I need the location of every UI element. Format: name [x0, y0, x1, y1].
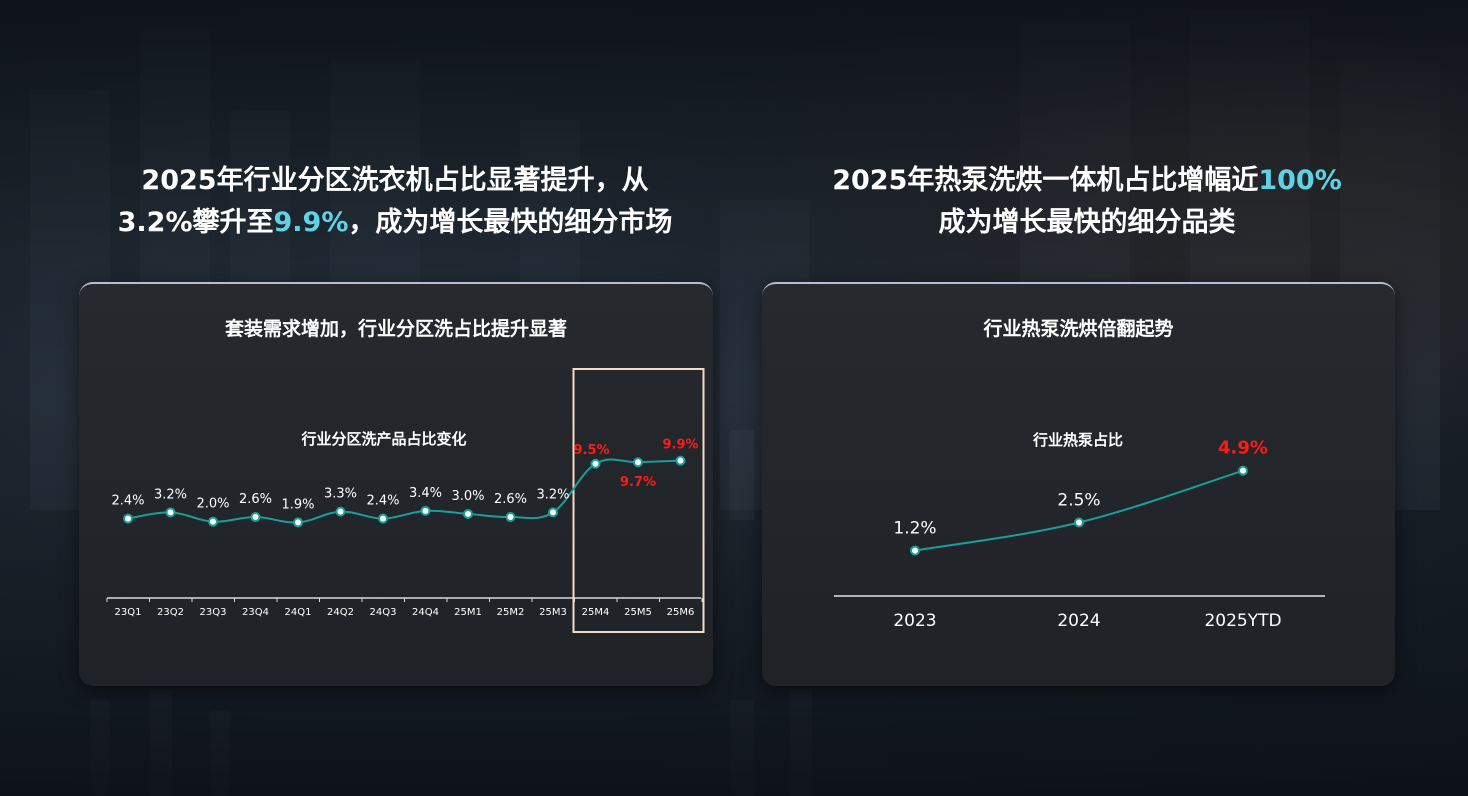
heat-pump-share-chart: 行业热泵占比 1.2% 2023 2.5% 2024 4.9% 2025YTD [834, 431, 1325, 631]
data-point [463, 508, 473, 519]
data-point [208, 516, 218, 527]
right-card-title: 行业热泵洗烘倍翻起势 [983, 318, 1174, 340]
data-label: 3.0% [451, 489, 484, 504]
x-tick-label: 23Q1 [115, 607, 142, 618]
x-tick-label: 23Q3 [200, 607, 227, 618]
data-label: 2.5% [1057, 491, 1100, 511]
data-point [910, 545, 920, 556]
data-label: 9.5% [573, 443, 609, 458]
data-label: 3.2% [154, 487, 187, 502]
data-label: 2.6% [494, 492, 527, 507]
zoned-wash-share-chart: 行业分区洗产品占比变化 2.4% 23Q1 3.2% 23Q2 2.0% 23Q3 2.6% 2… [106, 368, 705, 633]
right-chart-card: 行业热泵洗烘倍翻起势 行业热泵占比 1.2% 2023 2.5% 2024 4.9% 202… [762, 282, 1395, 686]
x-tick-label: 2024 [1057, 611, 1100, 631]
data-point [590, 458, 601, 469]
data-point [420, 505, 431, 516]
x-tick-label: 23Q2 [157, 607, 184, 618]
left-chart-card: 套装需求增加，行业分区洗占比提升显著 行业分区洗产品占比变化 2.4% 23Q1 3.… [79, 282, 713, 686]
x-tick-label: 2025YTD [1204, 611, 1281, 631]
data-label: 2.6% [239, 492, 272, 507]
left-headline-line1: 2025年行业分区洗衣机占比显著提升，从 [141, 165, 649, 196]
chart-title: 行业热泵占比 [1032, 431, 1123, 449]
left-headline-line2-b: ，成为增长最快的细分市场 [348, 207, 673, 238]
left-headline-line2-a: 3.2%攀升至 [117, 207, 274, 238]
data-label: 9.7% [620, 475, 656, 490]
data-label: 2.4% [111, 494, 144, 509]
left-headline-highlight: 9.9% [273, 207, 349, 238]
data-point [335, 506, 346, 517]
data-point [378, 513, 388, 524]
left-card-title: 套装需求增加，行业分区洗占比提升显著 [224, 318, 567, 340]
left-headline-line2: 3.2%攀升至9.9%，成为增长最快的细分市场 [80, 202, 710, 244]
x-tick-label: 25M3 [539, 607, 567, 618]
x-tick-label: 25M4 [582, 607, 610, 618]
data-label: 1.2% [893, 519, 936, 539]
data-point [1074, 517, 1084, 528]
data-label: 3.2% [536, 487, 569, 502]
data-label: 3.3% [324, 487, 357, 502]
right-headline-line1-a: 2025年热泵洗烘一体机占比增幅近 [832, 165, 1259, 196]
x-tick-label: 24Q1 [285, 607, 312, 618]
x-tick-label: 24Q2 [327, 607, 354, 618]
data-point [633, 457, 643, 468]
series-line [914, 469, 1244, 552]
x-tick-label: 24Q4 [412, 607, 439, 618]
data-point [1238, 465, 1248, 476]
data-label: 4.9% [1218, 438, 1268, 459]
highlight-box [572, 368, 705, 633]
x-tick-label: 25M5 [624, 607, 652, 618]
data-point [293, 517, 303, 528]
data-point [505, 512, 516, 523]
x-tick-label: 25M1 [454, 607, 482, 618]
right-headline-line1: 2025年热泵洗烘一体机占比增幅近100% [762, 160, 1412, 202]
x-tick-label: 25M2 [497, 607, 525, 618]
x-tick-label: 25M6 [667, 607, 695, 618]
right-headline-highlight: 100% [1258, 165, 1342, 196]
data-label: 2.4% [366, 494, 399, 509]
x-tick-label: 23Q4 [242, 607, 269, 618]
data-label: 2.0% [196, 497, 229, 512]
data-point [165, 507, 176, 518]
data-label: 3.4% [409, 486, 442, 501]
x-tick-label: 2023 [893, 611, 936, 631]
data-point [250, 512, 261, 523]
data-point [548, 507, 558, 518]
series-line [127, 458, 681, 524]
right-headline-line2: 成为增长最快的细分品类 [938, 207, 1236, 238]
x-tick-label: 24Q3 [370, 607, 397, 618]
chart-title: 行业分区洗产品占比变化 [300, 430, 466, 448]
data-point [675, 455, 686, 466]
data-point [123, 513, 133, 524]
right-headline: 2025年热泵洗烘一体机占比增幅近100% 成为增长最快的细分品类 [762, 160, 1412, 244]
data-label: 1.9% [281, 497, 314, 512]
left-headline: 2025年行业分区洗衣机占比显著提升，从 3.2%攀升至9.9%，成为增长最快的… [80, 160, 710, 244]
data-label: 9.9% [662, 438, 698, 453]
